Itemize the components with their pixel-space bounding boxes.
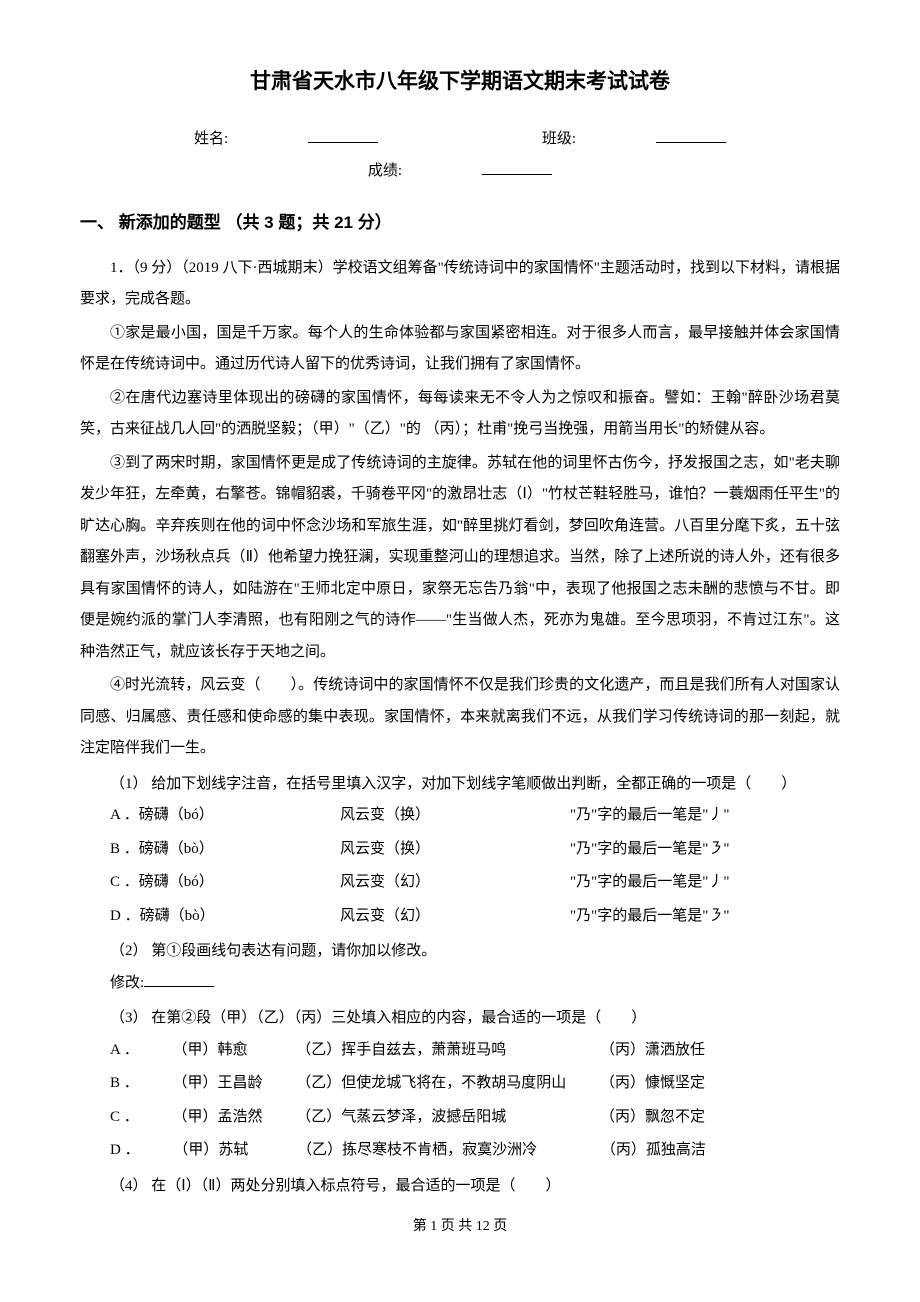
option-col3: "乃"字的最后一笔是"㇋" [540,901,840,933]
option-col3: （丙）慷慨坚定 [600,1075,705,1091]
fill-blank[interactable] [144,972,214,987]
option-col1: （甲）韩愈 [143,1035,263,1067]
q1-para-3: ③到了两宋时期，家国情怀更是成了传统诗词的主旋律。苏轼在他的词里怀古伤今，抒发报… [80,448,840,669]
option-col1: 磅礴（bò） [139,841,214,857]
option-label: C ． [110,1109,139,1125]
sub-question-2: （2） 第①段画线句表达有问题，请你加以修改。 [80,936,840,968]
class-blank[interactable] [656,128,726,143]
exam-title: 甘肃省天水市八年级下学期语文期末考试试卷 [80,60,840,104]
option-col2: （乙）拣尽寒枝不肯栖，寂寞沙洲冷 [267,1135,597,1167]
score-label: 成绩: [368,163,402,179]
sub3-option-a: A ． （甲）韩愈 （乙）挥手自兹去，萧萧班马鸣 （丙）潇洒放任 [80,1035,840,1067]
sub3-option-b: B ． （甲）王昌龄 （乙）但使龙城飞将在，不教胡马度阴山 （丙）慷慨坚定 [80,1068,840,1100]
option-col3: （丙）飘忽不定 [600,1109,705,1125]
option-col1: （甲）孟浩然 [143,1102,263,1134]
page-footer: 第 1 页 共 12 页 [80,1212,840,1241]
option-col3: （丙）孤独高洁 [601,1142,706,1158]
section-1-header: 一、 新添加的题型 （共 3 题；共 21 分） [80,205,840,241]
score-field: 成绩: [328,163,592,179]
class-label: 班级: [542,131,576,147]
option-col1: 磅礴（bò） [140,908,215,924]
option-label: D ． [110,908,140,924]
sub-question-3: （3） 在第②段（甲）（乙）（丙）三处填入相应的内容，最合适的一项是（ ） [80,1003,840,1035]
option-col1: 磅礴（bó） [139,874,214,890]
option-col1: （甲）苏轼 [143,1135,263,1167]
option-col2: 风云变（幻） [310,867,540,899]
student-info-row: 姓名: 班级: 成绩: [80,124,840,187]
sub1-option-b: B ．磅礴（bò） 风云变（换） "乃"字的最后一笔是"㇋" [80,834,840,866]
sub2-fill: 修改: [80,968,840,1000]
option-col3: "乃"字的最后一笔是"丿" [540,867,840,899]
option-col3: "乃"字的最后一笔是"丿" [540,800,840,832]
sub1-option-c: C ．磅礴（bó） 风云变（幻） "乃"字的最后一笔是"丿" [80,867,840,899]
sub3-option-d: D ． （甲）苏轼 （乙）拣尽寒枝不肯栖，寂寞沙洲冷 （丙）孤独高洁 [80,1135,840,1167]
option-label: A ． [110,1042,139,1058]
sub-question-1: （1） 给加下划线字注音，在括号里填入汉字，对加下划线字笔顺做出判断，全都正确的… [80,769,840,801]
sub1-option-a: A ．磅礴（bó） 风云变（换） "乃"字的最后一笔是"丿" [80,800,840,832]
score-blank[interactable] [482,160,552,175]
option-col2: （乙）气蒸云梦泽，波撼岳阳城 [266,1102,596,1134]
q1-intro: 1．（9 分）（2019 八下·西城期末）学校语文组筹备"传统诗词中的家国情怀"… [80,253,840,316]
class-field: 班级: [502,131,766,147]
option-col2: （乙）挥手自兹去，萧萧班马鸣 [266,1035,596,1067]
name-field: 姓名: [154,131,418,147]
q1-para-4: ④时光流转，风云变（ ）。传统诗词中的家国情怀不仅是我们珍贵的文化遗产，而且是我… [80,670,840,765]
option-col2: （乙）但使龙城飞将在，不教胡马度阴山 [266,1068,596,1100]
fill-label: 修改: [110,975,144,991]
option-col3: （丙）潇洒放任 [600,1042,705,1058]
sub3-option-c: C ． （甲）孟浩然 （乙）气蒸云梦泽，波撼岳阳城 （丙）飘忽不定 [80,1102,840,1134]
option-col1: （甲）王昌龄 [143,1068,263,1100]
option-col2: 风云变（换） [310,834,540,866]
option-label: B ． [110,1075,139,1091]
q1-para-1: ①家是最小国，国是千万家。每个人的生命体验都与家国紧密相连。对于很多人而言，最早… [80,318,840,381]
option-label: A ． [110,807,139,823]
option-col3: "乃"字的最后一笔是"㇋" [540,834,840,866]
option-col2: 风云变（幻） [310,901,540,933]
name-label: 姓名: [194,131,228,147]
name-blank[interactable] [308,128,378,143]
q1-para-2: ②在唐代边塞诗里体现出的磅礴的家国情怀，每每读来无不令人为之惊叹和振奋。譬如：王… [80,383,840,446]
option-label: D ． [110,1142,140,1158]
option-col1: 磅礴（bó） [139,807,214,823]
sub-question-4: （4） 在（Ⅰ）（Ⅱ）两处分别填入标点符号，最合适的一项是（ ） [80,1171,840,1203]
sub1-option-d: D ．磅礴（bò） 风云变（幻） "乃"字的最后一笔是"㇋" [80,901,840,933]
option-label: C ． [110,874,139,890]
option-label: B ． [110,841,139,857]
option-col2: 风云变（换） [310,800,540,832]
